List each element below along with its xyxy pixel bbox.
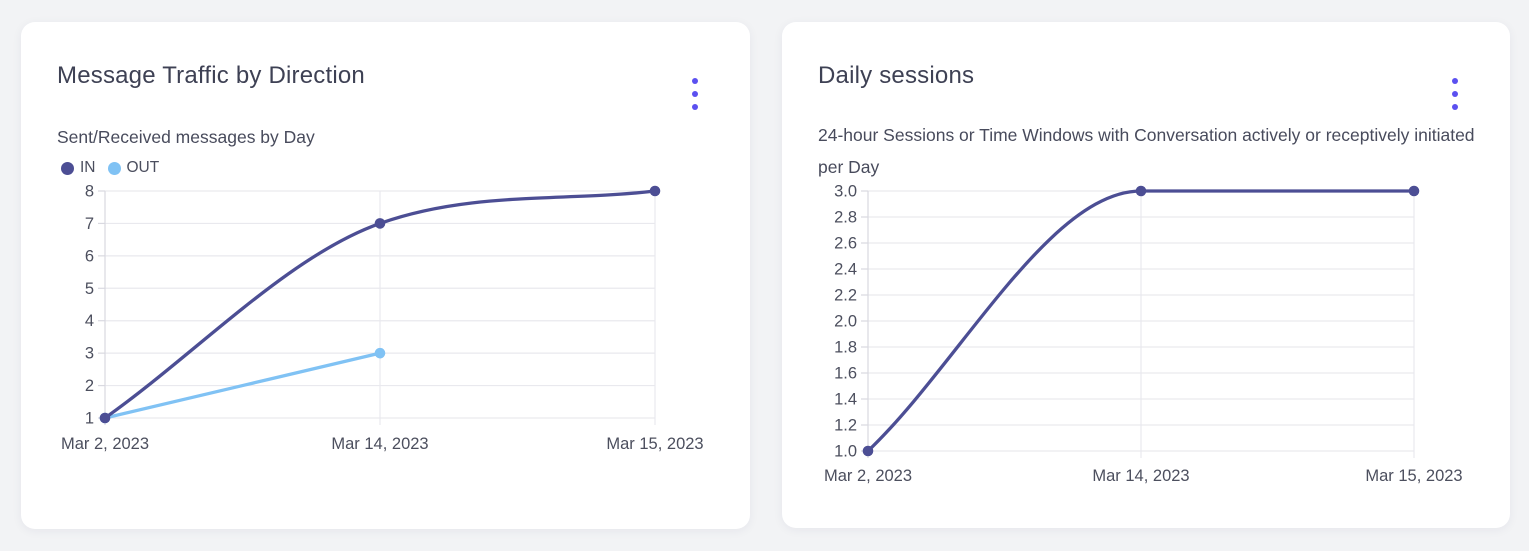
chart-legend: IN OUT [61,159,159,177]
message-traffic-card: Message Traffic by Direction Sent/Receiv… [21,22,750,529]
svg-text:6: 6 [85,247,94,265]
svg-text:5: 5 [85,280,94,298]
svg-text:2.6: 2.6 [834,235,857,253]
daily-sessions-chart: 3.0 2.8 2.6 2.4 2.2 2.0 1.8 1.6 1.4 1.2 1.0 Mar 2, … [824,183,1463,486]
legend-out-label: OUT [126,159,160,176]
svg-text:3: 3 [85,345,94,363]
svg-text:2.4: 2.4 [834,261,857,279]
kebab-dot-icon [1452,104,1458,110]
svg-text:2.2: 2.2 [834,287,857,305]
svg-text:Mar 2, 2023: Mar 2, 2023 [61,435,149,453]
kebab-dot-icon [1452,91,1458,97]
svg-text:1.4: 1.4 [834,391,857,409]
kebab-dot-icon [692,78,698,84]
kebab-dot-icon [692,104,698,110]
legend-in-label: IN [80,159,96,176]
card-title: Daily sessions [818,62,975,89]
svg-text:7: 7 [85,215,94,233]
card-menu-kebab-button[interactable] [686,72,704,116]
svg-text:2: 2 [85,377,94,395]
svg-text:Mar 14, 2023: Mar 14, 2023 [1092,467,1189,485]
legend-item-out[interactable]: OUT [107,159,160,177]
svg-text:8: 8 [85,183,94,201]
legend-item-in[interactable]: IN [61,159,96,177]
svg-text:1: 1 [85,410,94,428]
card-subtitle: Sent/Received messages by Day [57,127,315,147]
svg-text:4: 4 [85,312,94,330]
card-title: Message Traffic by Direction [57,62,365,89]
kebab-dot-icon [1452,78,1458,84]
svg-text:Mar 15, 2023: Mar 15, 2023 [1365,467,1462,485]
svg-text:3.0: 3.0 [834,183,857,201]
card-subtitle: 24-hour Sessions or Time Windows with Co… [818,125,1475,177]
svg-text:Mar 2, 2023: Mar 2, 2023 [824,467,912,485]
svg-text:1.0: 1.0 [834,443,857,461]
card-menu-kebab-button[interactable] [1446,72,1464,116]
daily-sessions-card: Daily sessions 24-hour Sessions or Time … [782,22,1510,528]
svg-text:2.8: 2.8 [834,209,857,227]
legend-in-dot-icon [61,161,74,175]
svg-text:2.0: 2.0 [834,313,857,331]
svg-text:1.2: 1.2 [834,417,857,435]
svg-text:1.8: 1.8 [834,339,857,357]
legend-out-dot-icon [107,161,121,175]
svg-text:1.6: 1.6 [834,365,857,383]
svg-text:Mar 15, 2023: Mar 15, 2023 [606,435,703,453]
svg-text:Mar 14, 2023: Mar 14, 2023 [331,435,428,453]
message-traffic-chart: 8 7 6 5 4 3 2 1 Mar 2, 2023 Mar 14, 2023 Mar 15, 2… [61,183,704,454]
kebab-dot-icon [692,91,698,97]
